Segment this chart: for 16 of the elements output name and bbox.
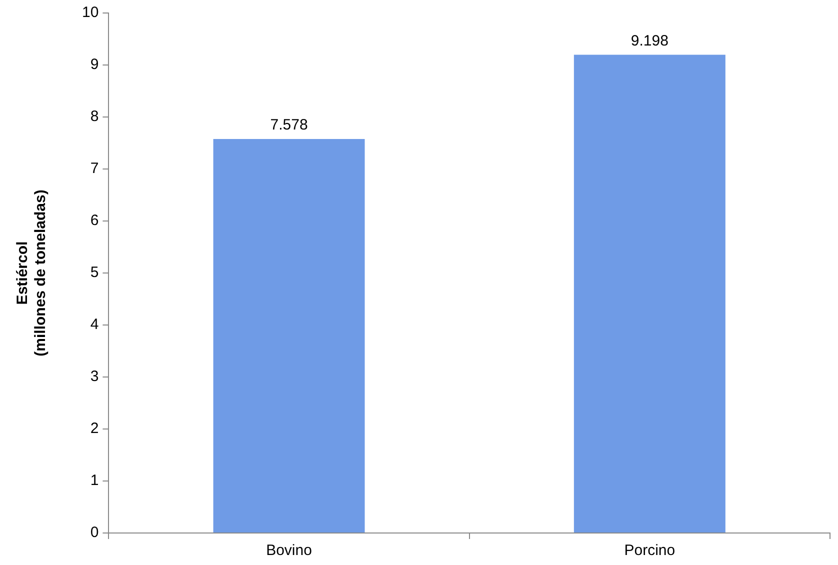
data-label: 7.578: [270, 116, 308, 134]
y-tick-label: 1: [90, 472, 99, 490]
y-tick-label: 6: [90, 212, 99, 230]
y-tick-label: 2: [90, 420, 99, 438]
x-tick-label: Bovino: [266, 542, 312, 560]
y-axis-title: Estiércol (millones de toneladas): [14, 190, 50, 356]
x-tick-label: Porcino: [624, 542, 676, 560]
y-tick-label: 4: [90, 316, 99, 334]
y-tick-label: 9: [90, 56, 99, 74]
y-tick-label: 8: [90, 108, 99, 126]
y-tick-label: 10: [82, 4, 99, 22]
y-tick-label: 7: [90, 160, 99, 178]
data-label: 9.198: [630, 32, 668, 50]
y-tick-label: 5: [90, 264, 99, 282]
y-tick-label: 3: [90, 368, 99, 386]
y-tick-label: 0: [90, 524, 99, 542]
